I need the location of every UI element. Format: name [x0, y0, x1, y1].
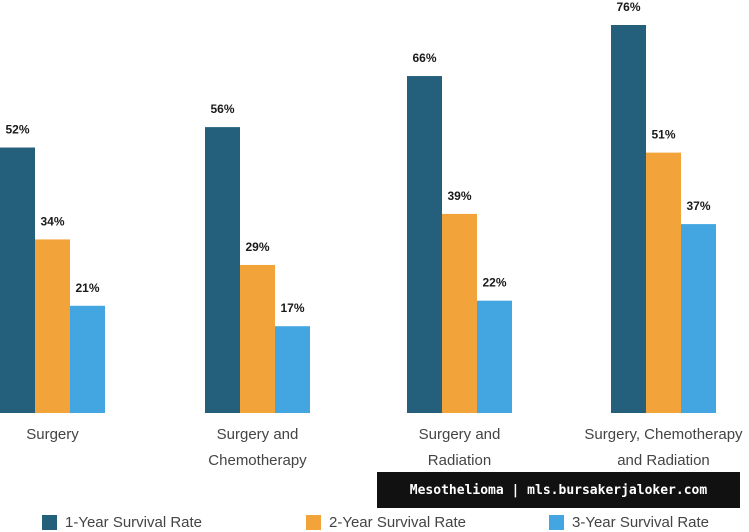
category-label-1-line-1: Surgery [26, 426, 79, 443]
data-label-1-year-survival-rate-1: 52% [5, 123, 29, 137]
data-label-3-year-survival-rate-3: 22% [482, 276, 506, 290]
category-label-2-line-1: Surgery and [217, 426, 299, 443]
legend-label-2-year: 2-Year Survival Rate [329, 514, 467, 531]
data-label-2-year-survival-rate-4: 51% [651, 128, 675, 142]
category-label-3-line-1: Surgery and [419, 426, 501, 443]
legend-swatch-1-year [42, 515, 57, 530]
category-label-2-line-2: Chemotherapy [208, 452, 307, 469]
data-label-2-year-survival-rate-3: 39% [447, 189, 471, 203]
data-label-1-year-survival-rate-2: 56% [210, 102, 234, 116]
bar-chart: 52% 56% 66% 76% 34% 29% 39% 51% 21% 17% 22% 37% Surg… [0, 0, 743, 469]
bar-2-year-survival-rate-4 [646, 152, 681, 413]
bar-2-year-survival-rate-3 [442, 213, 477, 413]
bar-1-year-survival-rate-2 [205, 127, 240, 414]
bar-2-year-survival-rate-1 [35, 239, 70, 413]
legend-swatch-3-year [549, 515, 564, 530]
data-label-2-year-survival-rate-2: 29% [245, 240, 269, 254]
category-label-3-line-2: Radiation [428, 452, 491, 469]
bar-3-year-survival-rate-3 [477, 300, 512, 413]
legend-label-1-year: 1-Year Survival Rate [65, 514, 203, 531]
data-label-3-year-survival-rate-4: 37% [686, 199, 710, 213]
bar-1-year-survival-rate-4 [611, 25, 646, 413]
data-label-3-year-survival-rate-2: 17% [280, 301, 304, 315]
bar-3-year-survival-rate-2 [275, 326, 310, 413]
data-label-1-year-survival-rate-4: 76% [616, 0, 640, 14]
legend-swatch-2-year [306, 515, 321, 530]
legend-item-1-year: 1-Year Survival Rate [42, 513, 202, 532]
chart-legend: 1-Year Survival Rate 2-Year Survival Rat… [0, 513, 749, 532]
data-label-3-year-survival-rate-1: 21% [75, 281, 99, 295]
legend-item-3-year: 3-Year Survival Rate [549, 513, 709, 532]
bar-1-year-survival-rate-1 [0, 147, 35, 414]
data-label-2-year-survival-rate-1: 34% [40, 214, 64, 228]
bar-1-year-survival-rate-3 [407, 76, 442, 413]
legend-label-3-year: 3-Year Survival Rate [572, 514, 710, 531]
bar-3-year-survival-rate-1 [70, 305, 105, 413]
bar-2-year-survival-rate-2 [240, 264, 275, 413]
data-label-1-year-survival-rate-3: 66% [412, 51, 436, 65]
legend-item-2-year: 2-Year Survival Rate [306, 513, 466, 532]
watermark-text: Mesothelioma | mls.bursakerjaloker.com [409, 482, 708, 498]
watermark-banner: Mesothelioma | mls.bursakerjaloker.com [377, 472, 740, 508]
bar-3-year-survival-rate-4 [681, 224, 716, 413]
category-label-4-line-1: Surgery, Chemotherapy [584, 426, 743, 443]
category-label-4-line-2: and Radiation [617, 452, 710, 469]
